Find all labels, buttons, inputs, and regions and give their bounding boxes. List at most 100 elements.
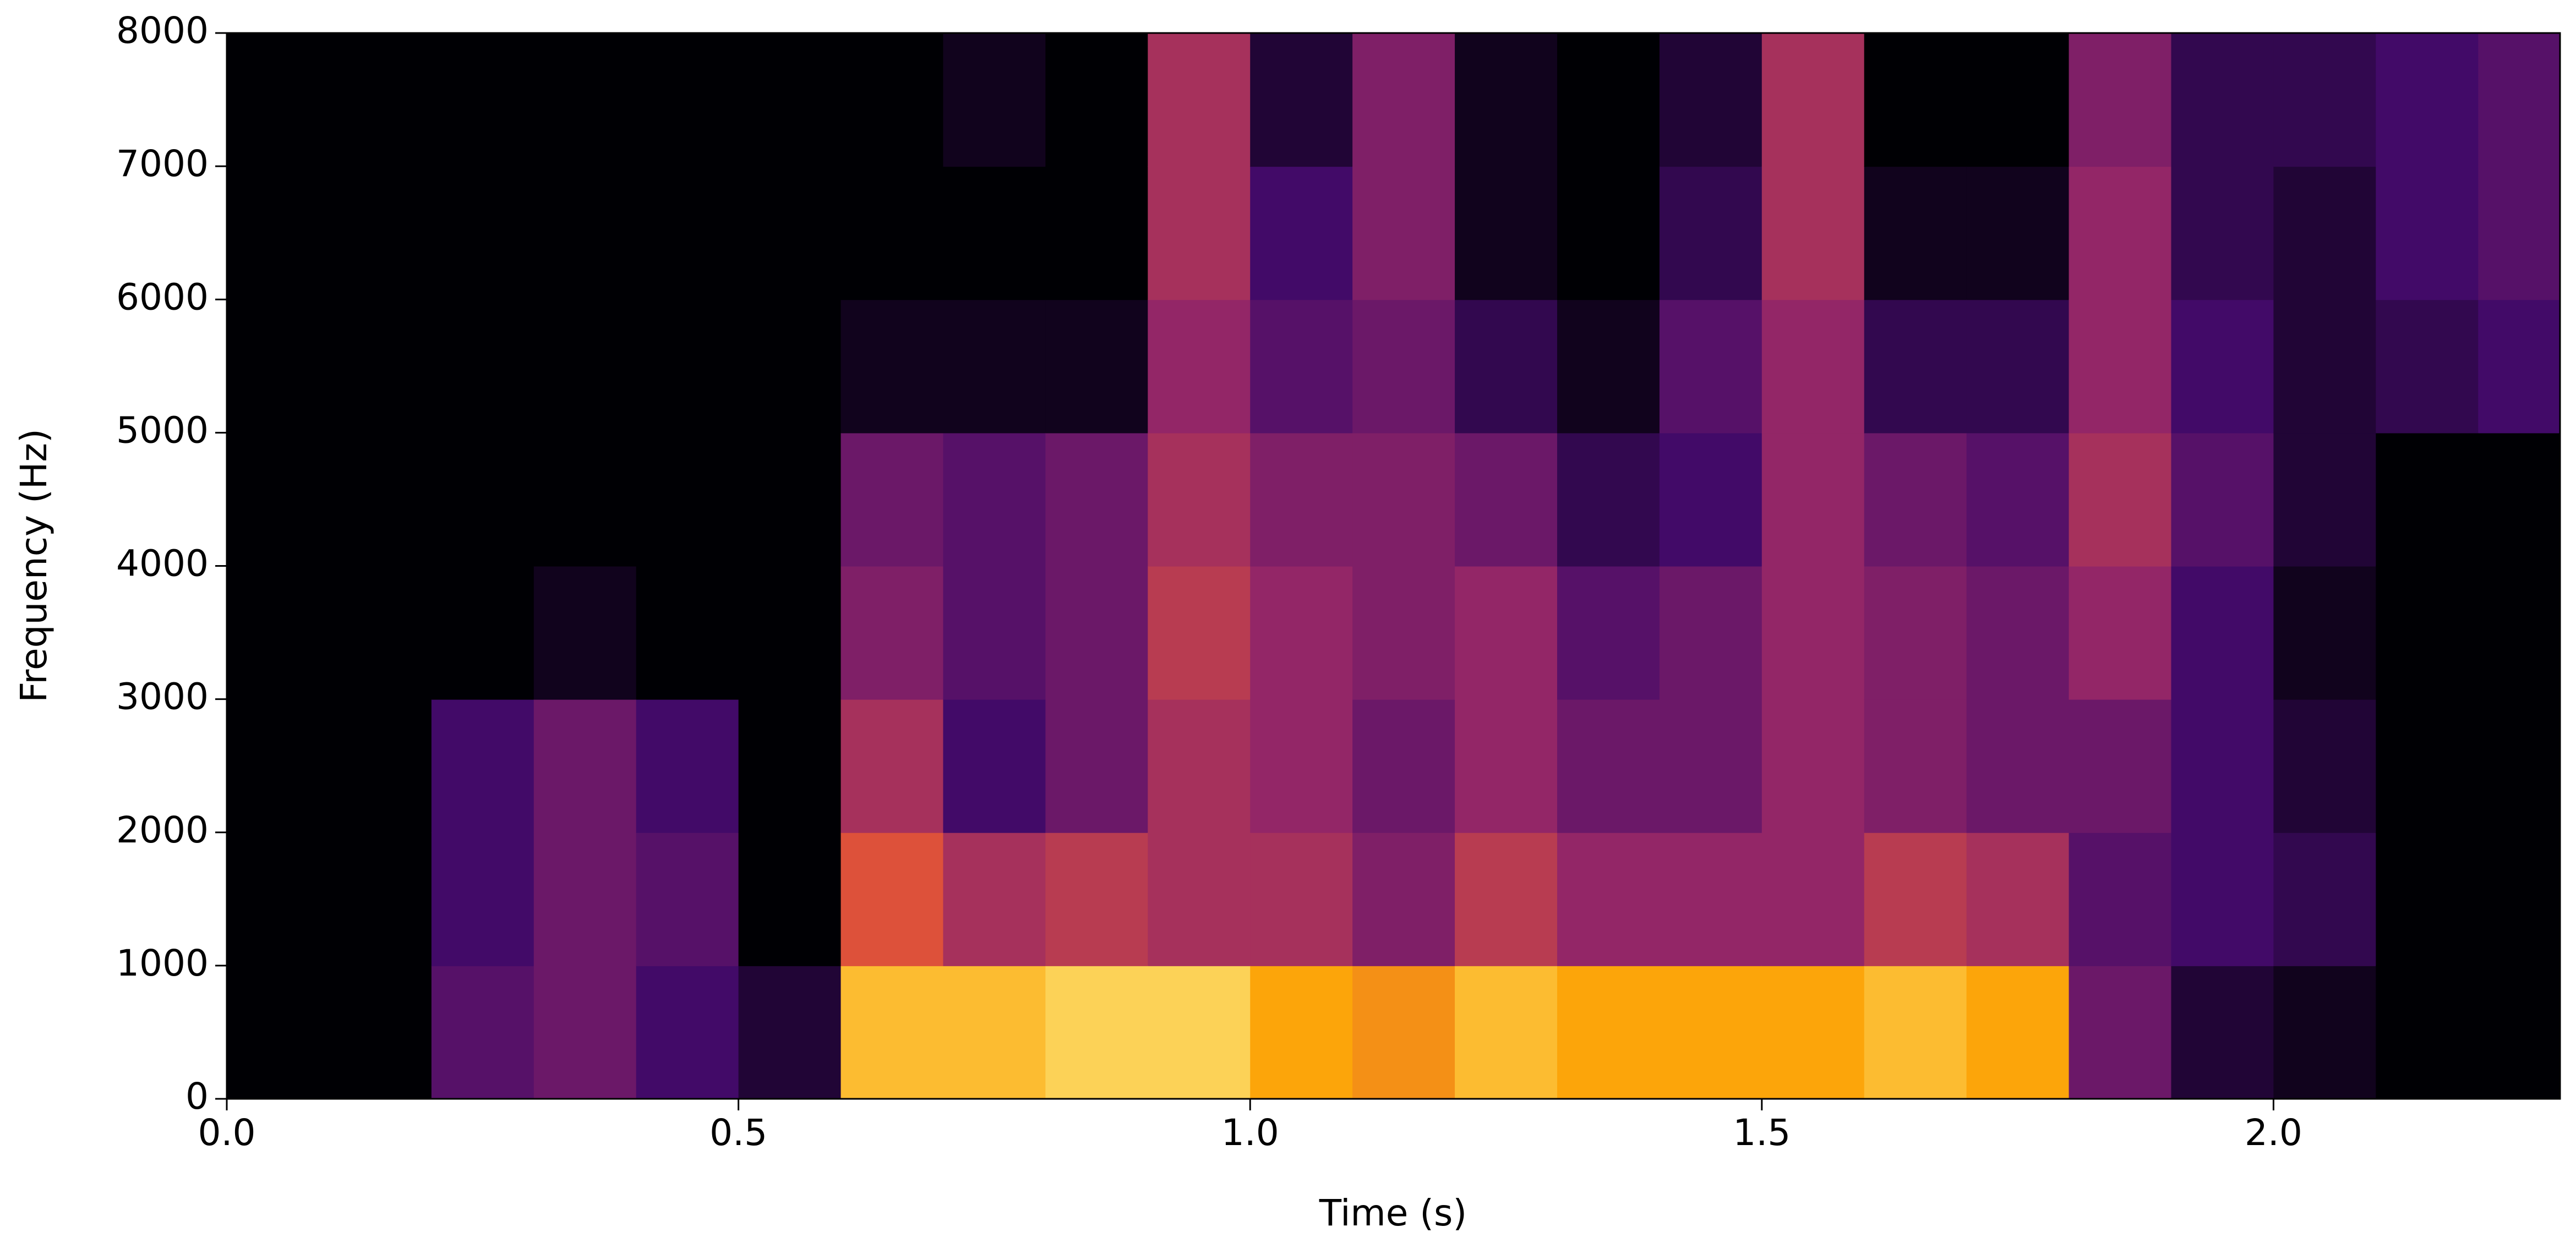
- y-axis-label: Frequency (Hz): [13, 429, 55, 703]
- spectrogram-cell: [1966, 832, 2070, 966]
- spectrogram-cell: [738, 566, 842, 700]
- x-tick-label: 2.0: [2245, 1111, 2302, 1154]
- spectrogram-cell: [738, 33, 842, 167]
- y-tick-label: 5000: [116, 409, 209, 451]
- spectrogram-cell: [1250, 832, 1354, 966]
- spectrogram-cell: [2478, 432, 2560, 567]
- spectrogram-cell: [2069, 699, 2172, 833]
- spectrogram-cell: [533, 166, 637, 300]
- spectrogram-cell: [1557, 965, 1660, 1099]
- spectrogram-cell: [1250, 299, 1354, 434]
- spectrogram-cell: [1864, 699, 1967, 833]
- spectrogram-cell: [841, 965, 944, 1099]
- spectrogram-cell: [1966, 566, 2070, 700]
- spectrogram-cell: [1250, 566, 1354, 700]
- heatmap: [227, 33, 2560, 1099]
- spectrogram-cell: [841, 566, 944, 700]
- spectrogram-cell: [431, 965, 534, 1099]
- spectrogram-cell: [2376, 166, 2479, 300]
- spectrogram-cell: [1045, 965, 1149, 1099]
- y-tick-label: 6000: [116, 276, 209, 318]
- spectrogram-cell: [943, 965, 1046, 1099]
- spectrogram-cell: [1148, 299, 1251, 434]
- spectrogram-cell: [943, 432, 1046, 567]
- y-tick-label: 4000: [116, 543, 209, 585]
- spectrogram-cell: [2376, 33, 2479, 167]
- spectrogram-cell: [1455, 166, 1558, 300]
- spectrogram-cell: [2069, 299, 2172, 434]
- spectrogram-cell: [636, 299, 739, 434]
- spectrogram-cell: [1250, 965, 1354, 1099]
- spectrogram-cell: [2376, 699, 2479, 833]
- spectrogram-cell: [2478, 299, 2560, 434]
- spectrogram-cell: [1761, 299, 1865, 434]
- spectrogram-cell: [227, 33, 330, 167]
- spectrogram-cell: [1352, 33, 1456, 167]
- spectrogram-cell: [227, 432, 330, 567]
- spectrogram-cell: [2273, 33, 2377, 167]
- spectrogram-cell: [1659, 432, 1762, 567]
- spectrogram-cell: [2478, 566, 2560, 700]
- spectrogram-cell: [1250, 432, 1354, 567]
- spectrogram-cell: [1761, 566, 1865, 700]
- spectrogram-cell: [2478, 832, 2560, 966]
- spectrogram-cell: [738, 166, 842, 300]
- spectrogram-cell: [2273, 965, 2377, 1099]
- x-tick-label: 0.0: [198, 1111, 256, 1154]
- spectrogram-cell: [533, 832, 637, 966]
- spectrogram-cell: [227, 699, 330, 833]
- spectrogram-cell: [329, 832, 432, 966]
- spectrogram-cell: [2171, 965, 2274, 1099]
- spectrogram-cell: [636, 166, 739, 300]
- spectrogram-cell: [329, 965, 432, 1099]
- spectrogram-cell: [1557, 566, 1660, 700]
- spectrogram-cell: [943, 166, 1046, 300]
- spectrogram-cell: [1761, 33, 1865, 167]
- spectrogram-cell: [1761, 965, 1865, 1099]
- spectrogram-cell: [1966, 699, 2070, 833]
- spectrogram-cell: [329, 432, 432, 567]
- spectrogram-cell: [2069, 566, 2172, 700]
- spectrogram-cell: [1148, 33, 1251, 167]
- spectrogram-cell: [1966, 299, 2070, 434]
- spectrogram-cell: [1659, 832, 1762, 966]
- spectrogram-cell: [1045, 566, 1149, 700]
- spectrogram-cell: [2273, 432, 2377, 567]
- spectrogram-cell: [2478, 699, 2560, 833]
- spectrogram-cell: [636, 566, 739, 700]
- spectrogram-cell: [1352, 965, 1456, 1099]
- spectrogram-cell: [1761, 432, 1865, 567]
- spectrogram-cell: [1045, 432, 1149, 567]
- spectrogram-cell: [533, 965, 637, 1099]
- x-tick-label: 1.0: [1221, 1111, 1279, 1154]
- spectrogram-cell: [431, 299, 534, 434]
- spectrogram-cell: [329, 299, 432, 434]
- spectrogram-cell: [1148, 432, 1251, 567]
- spectrogram-cell: [1148, 832, 1251, 966]
- spectrogram-cell: [431, 566, 534, 700]
- spectrogram-cell: [1659, 699, 1762, 833]
- spectrogram-cell: [1045, 166, 1149, 300]
- spectrogram-cell: [1455, 299, 1558, 434]
- spectrogram-cell: [2478, 33, 2560, 167]
- spectrogram-cell: [1659, 299, 1762, 434]
- spectrogram-cell: [1352, 166, 1456, 300]
- spectrogram-cell: [1966, 965, 2070, 1099]
- spectrogram-cell: [943, 33, 1046, 167]
- spectrogram-cell: [1250, 699, 1354, 833]
- x-tick-label: 0.5: [710, 1111, 767, 1154]
- spectrogram-cell: [2171, 432, 2274, 567]
- spectrogram-cell: [1864, 965, 1967, 1099]
- spectrogram-cell: [2478, 965, 2560, 1099]
- spectrogram-cell: [1966, 166, 2070, 300]
- spectrogram-cell: [841, 432, 944, 567]
- spectrogram-cell: [1455, 699, 1558, 833]
- spectrogram-cell: [1966, 33, 2070, 167]
- spectrogram-cell: [636, 699, 739, 833]
- spectrogram-cell: [1148, 965, 1251, 1099]
- y-tick-label: 3000: [116, 676, 209, 718]
- spectrogram-cell: [2273, 299, 2377, 434]
- spectrogram-cell: [227, 166, 330, 300]
- spectrogram-cell: [738, 299, 842, 434]
